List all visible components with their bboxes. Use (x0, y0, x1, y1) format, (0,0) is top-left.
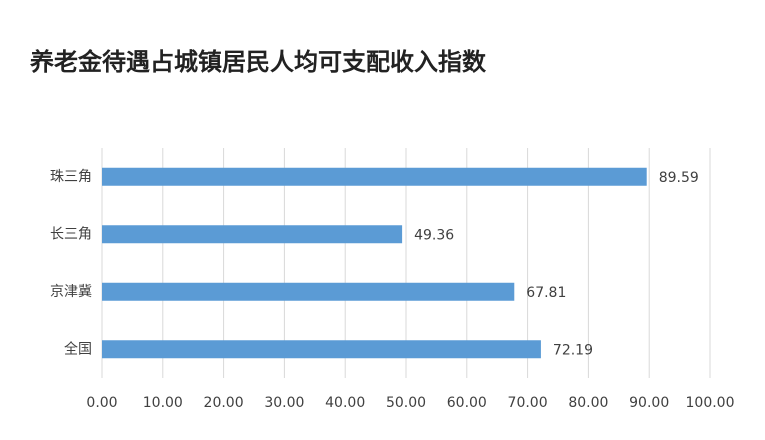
x-tick-label: 10.00 (143, 395, 183, 411)
y-tick-label: 京津冀 (50, 284, 92, 300)
bar (102, 340, 541, 359)
y-tick-label: 珠三角 (50, 169, 92, 185)
value-label: 49.36 (414, 227, 454, 243)
x-tick-label: 60.00 (447, 395, 487, 411)
y-tick-label: 长三角 (50, 226, 92, 242)
x-tick-label: 80.00 (568, 395, 608, 411)
x-tick-label: 100.00 (686, 395, 735, 411)
y-tick-label: 全国 (64, 340, 92, 357)
bar (102, 167, 647, 186)
x-tick-label: 90.00 (629, 395, 669, 411)
x-tick-label: 40.00 (325, 395, 365, 411)
x-tick-label: 30.00 (264, 395, 304, 411)
value-label: 72.19 (553, 342, 593, 358)
value-label: 89.59 (659, 170, 699, 186)
x-tick-label: 50.00 (386, 395, 426, 411)
bar (102, 282, 515, 301)
chart-title: 养老金待遇占城镇居民人均可支配收入指数 (29, 48, 487, 76)
x-tick-label: 0.00 (86, 395, 117, 411)
bar (102, 225, 403, 244)
x-tick-label: 70.00 (508, 395, 548, 411)
x-tick-label: 20.00 (204, 395, 244, 411)
value-label: 67.81 (526, 285, 566, 301)
